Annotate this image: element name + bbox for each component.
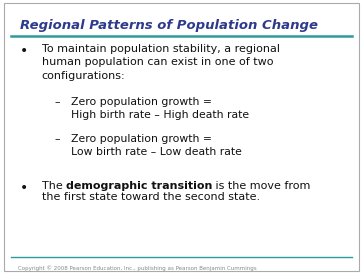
Text: is the move from: is the move from (212, 181, 311, 191)
FancyBboxPatch shape (4, 3, 359, 271)
Text: •: • (20, 181, 28, 195)
Text: –: – (54, 97, 60, 107)
Text: Regional Patterns of Population Change: Regional Patterns of Population Change (20, 19, 318, 32)
Text: the first state toward the second state.: the first state toward the second state. (42, 192, 260, 202)
Text: Zero population growth =
High birth rate – High death rate: Zero population growth = High birth rate… (71, 97, 249, 121)
Text: –: – (54, 134, 60, 144)
Text: •: • (20, 44, 28, 58)
Text: Zero population growth =
Low birth rate – Low death rate: Zero population growth = Low birth rate … (71, 134, 242, 158)
Text: To maintain population stability, a regional
human population can exist in one o: To maintain population stability, a regi… (42, 44, 280, 81)
Text: demographic transition: demographic transition (66, 181, 212, 191)
Text: The: The (42, 181, 66, 191)
Text: Copyright © 2008 Pearson Education, Inc., publishing as Pearson Benjamin Cumming: Copyright © 2008 Pearson Education, Inc.… (18, 266, 257, 272)
